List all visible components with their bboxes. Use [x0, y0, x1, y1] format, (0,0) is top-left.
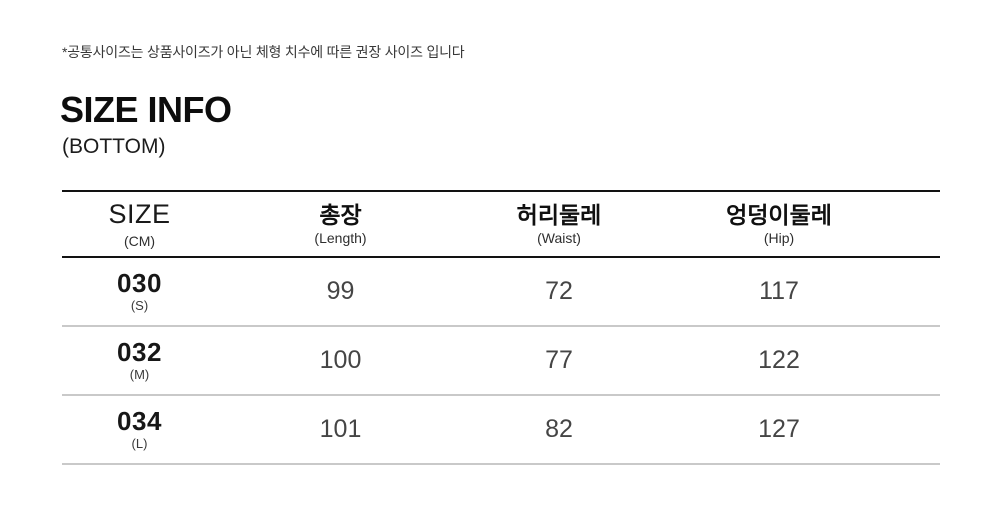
size-table-wrap: SIZE (CM) 총장 (Length) 허리둘레 (Waist) 엉덩이둘레… [62, 190, 940, 465]
size-sublabel: (L) [131, 436, 148, 452]
spacer-cell [904, 326, 940, 396]
table-row-size-030: 030 (S) 99 72 117 [62, 257, 940, 327]
length-value: 101 [217, 395, 464, 465]
spacer-cell [904, 395, 940, 465]
hip-value: 117 [654, 257, 904, 327]
col-header-waist: 허리둘레 (Waist) [464, 191, 654, 258]
waist-value: 82 [464, 395, 654, 465]
col-header-hip-label: 엉덩이둘레 [726, 201, 832, 228]
length-value: 100 [217, 326, 464, 396]
size-code: 034 [117, 405, 162, 436]
col-header-length: 총장 (Length) [217, 191, 464, 258]
table-row-size-032: 032 (M) 100 77 122 [62, 326, 940, 396]
size-guide-note: *공통사이즈는 상품사이즈가 아닌 체형 치수에 따른 권장 사이즈 입니다 [62, 44, 465, 60]
waist-value: 77 [464, 326, 654, 396]
length-value: 99 [217, 257, 464, 327]
col-header-waist-label: 허리둘레 [516, 201, 602, 228]
hip-value: 122 [654, 326, 904, 396]
size-table: SIZE (CM) 총장 (Length) 허리둘레 (Waist) 엉덩이둘레… [62, 190, 940, 465]
col-header-size: SIZE (CM) [62, 191, 217, 258]
waist-value: 72 [464, 257, 654, 327]
size-code: 030 [117, 267, 162, 298]
hip-value: 127 [654, 395, 904, 465]
size-sublabel: (M) [129, 367, 150, 383]
col-header-hip-sublabel: (Hip) [763, 230, 795, 247]
size-cell: 034 (L) [62, 395, 217, 465]
table-row-size-034: 034 (L) 101 82 127 [62, 395, 940, 465]
col-header-length-sublabel: (Length) [314, 230, 367, 247]
col-header-size-label: SIZE [108, 199, 171, 230]
header-row: SIZE (CM) 총장 (Length) 허리둘레 (Waist) 엉덩이둘레… [62, 191, 940, 258]
size-cell: 030 (S) [62, 257, 217, 327]
size-code: 032 [117, 336, 162, 367]
spacer-cell [904, 191, 940, 258]
spacer-cell [904, 257, 940, 327]
page-subtitle: (BOTTOM) [62, 135, 166, 158]
size-cell: 032 (M) [62, 326, 217, 396]
size-sublabel: (S) [130, 298, 149, 314]
col-header-hip: 엉덩이둘레 (Hip) [654, 191, 904, 258]
col-header-size-sublabel: (CM) [123, 232, 156, 249]
col-header-length-label: 총장 [319, 201, 362, 228]
col-header-waist-sublabel: (Waist) [537, 230, 581, 247]
page-title: SIZE INFO [60, 89, 232, 130]
